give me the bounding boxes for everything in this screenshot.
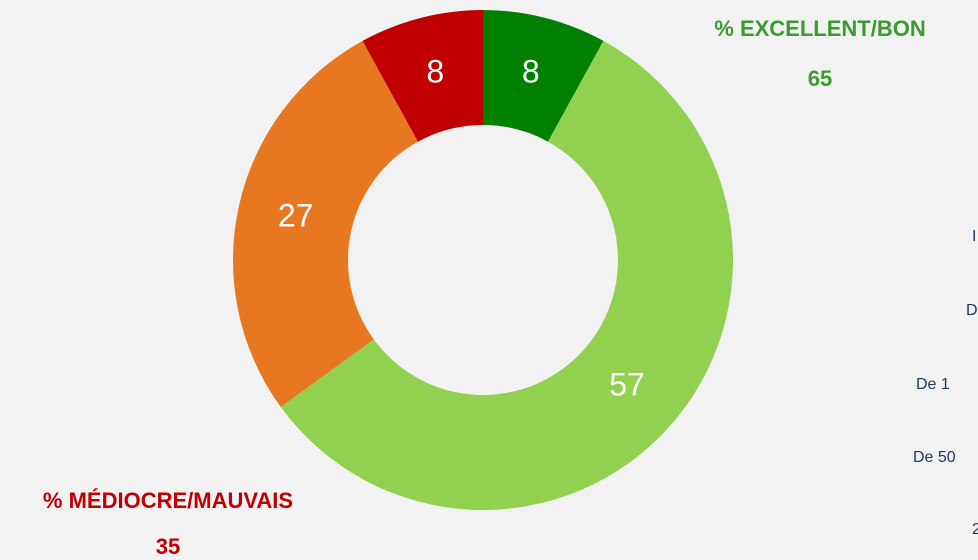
donut-segment <box>362 9 483 142</box>
side-label: De 50 <box>913 449 956 466</box>
donut-segment <box>483 10 604 142</box>
side-label: 2 <box>972 521 978 538</box>
donut <box>233 9 734 510</box>
segment-label: 27 <box>278 198 314 234</box>
donut-segment <box>233 40 418 407</box>
segment-label: 57 <box>609 366 645 402</box>
segment-label: 8 <box>522 53 540 89</box>
side-label: D <box>966 302 978 319</box>
summary-label: % MÉDIOCRE/MAUVAIS <box>43 488 293 513</box>
summary-value: 35 <box>156 534 180 559</box>
donut-segment <box>280 40 734 510</box>
side-label: I <box>972 228 976 245</box>
summary-value: 65 <box>808 66 832 91</box>
segment-label: 8 <box>426 53 444 89</box>
side-label: De 1 <box>916 376 950 393</box>
summary-label: % EXCELLENT/BON <box>714 16 925 41</box>
